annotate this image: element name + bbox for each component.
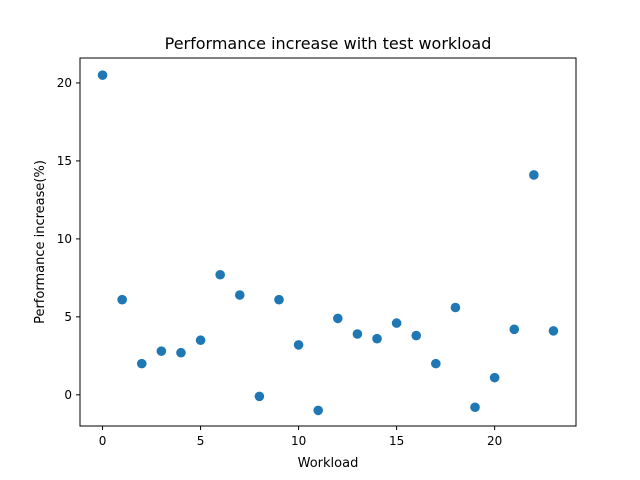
data-point	[431, 358, 441, 369]
data-point	[254, 391, 265, 402]
x-axis-ticks: 0 5 10 15 20	[99, 426, 502, 448]
data-point	[274, 294, 284, 305]
data-points	[97, 70, 559, 416]
y-axis-label: Performance increase(%)	[33, 160, 48, 324]
data-point	[509, 324, 520, 335]
data-point	[411, 330, 422, 341]
data-point	[548, 326, 559, 336]
data-point	[156, 346, 167, 356]
y-axis-ticks: 0 5 10 15 20	[57, 76, 80, 402]
data-point	[489, 372, 500, 383]
data-point	[391, 318, 402, 328]
x-tick-label: 20	[487, 434, 502, 448]
y-tick-label: 10	[57, 232, 72, 246]
x-tick-label: 15	[389, 434, 404, 448]
data-point	[333, 313, 343, 324]
data-point	[293, 340, 304, 350]
y-tick-label: 20	[57, 76, 72, 90]
data-point	[117, 294, 127, 305]
data-point	[195, 335, 206, 346]
x-axis-label: Workload	[298, 456, 359, 471]
data-point	[470, 402, 480, 413]
data-point	[313, 405, 323, 416]
y-tick-label: 5	[64, 310, 72, 324]
data-point	[352, 329, 363, 339]
data-point	[176, 347, 186, 358]
data-point	[372, 333, 382, 344]
x-tick-label: 0	[99, 434, 107, 448]
plot-area-frame	[79, 57, 577, 427]
y-tick-label: 15	[57, 154, 72, 168]
data-point	[450, 302, 461, 313]
data-point	[136, 358, 147, 369]
y-tick-label: 0	[64, 388, 72, 402]
x-tick-label: 5	[197, 434, 205, 448]
data-point	[234, 290, 245, 300]
data-point	[97, 70, 108, 80]
chart-title: Performance increase with test workload	[165, 34, 492, 53]
x-tick-label: 10	[291, 434, 306, 448]
data-point	[215, 269, 225, 280]
data-point	[529, 170, 539, 180]
